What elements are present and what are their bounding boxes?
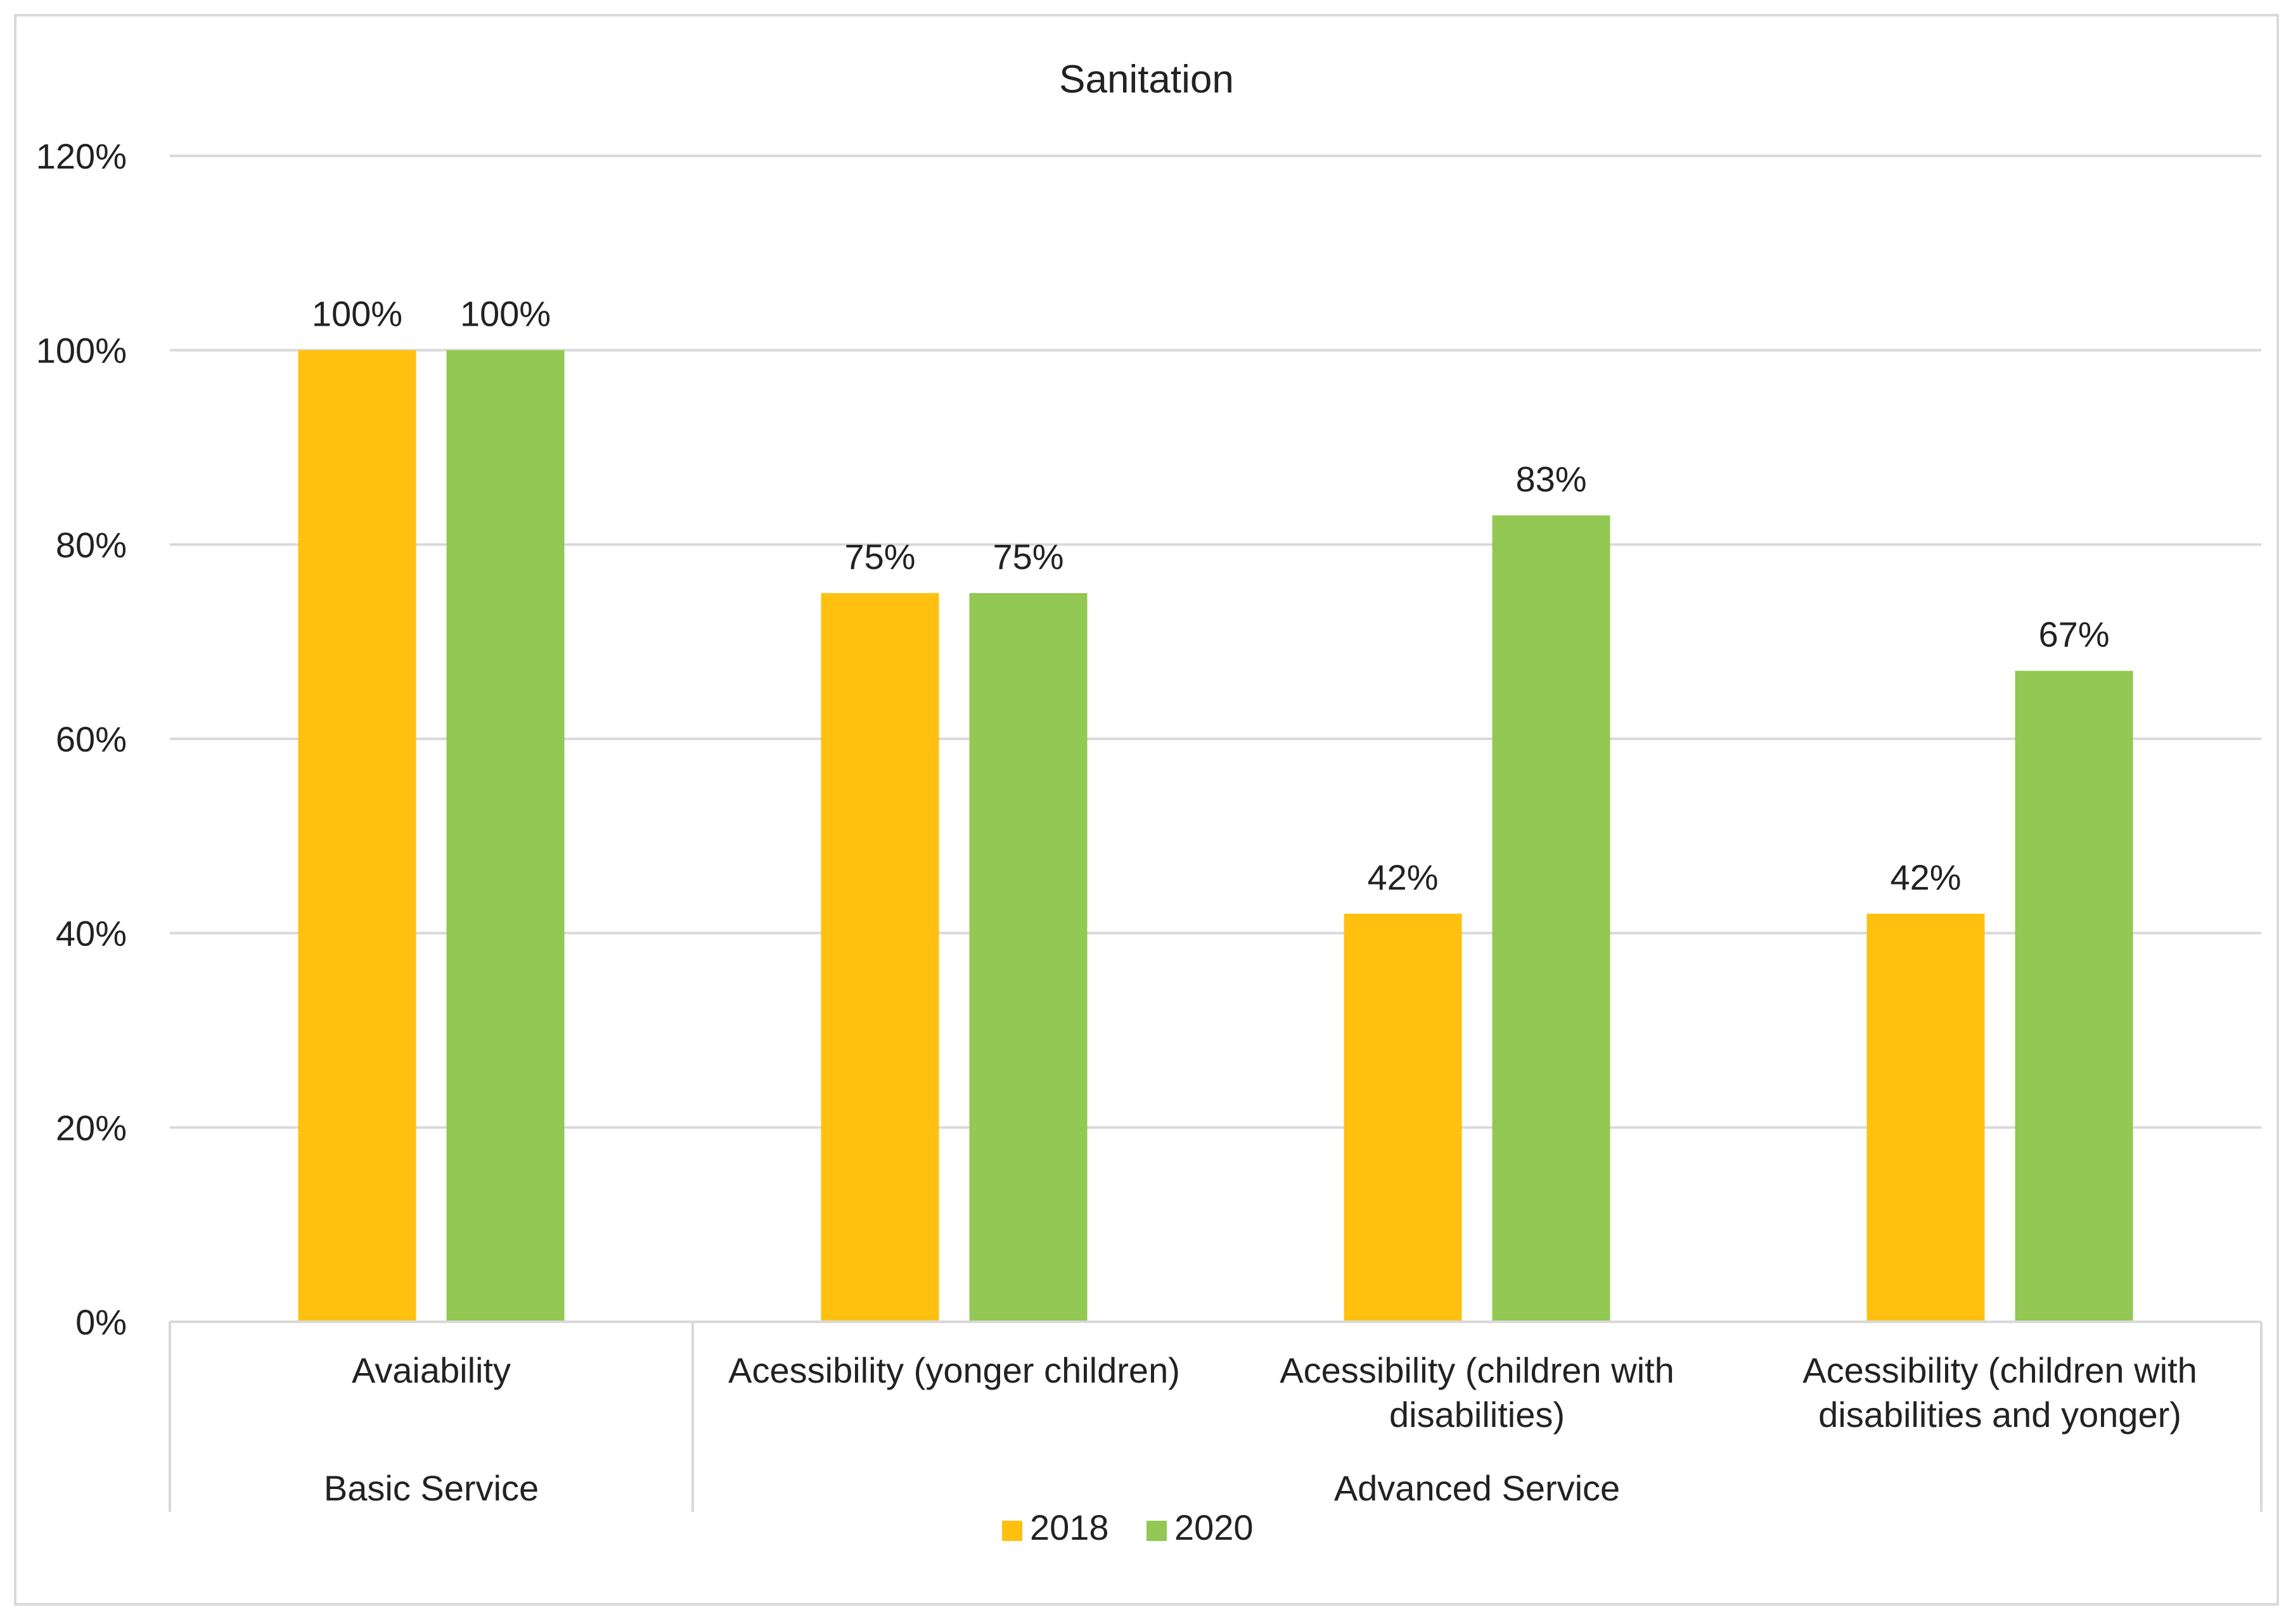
bar-2018-2	[1344, 914, 1462, 1322]
category-label: disabilities)	[1389, 1395, 1565, 1435]
y-tick-label: 40%	[56, 914, 127, 954]
data-label: 75%	[844, 537, 915, 577]
data-label: 75%	[992, 537, 1063, 577]
y-tick-label: 0%	[75, 1302, 127, 1342]
data-label: 100%	[312, 294, 402, 334]
data-label: 42%	[1367, 857, 1438, 897]
group-label: Advanced Service	[1334, 1468, 1620, 1508]
bars	[298, 350, 2133, 1322]
legend-label: 2020	[1174, 1507, 1254, 1547]
x-axis: Avaiability Acessibility (yonger children…	[169, 1320, 2263, 1512]
bar-2020-3	[2015, 670, 2133, 1322]
category-label: Acessibility (children with	[1280, 1350, 1674, 1390]
chart-title: Sanitation	[1059, 58, 1234, 101]
bar-2020-0	[446, 350, 565, 1322]
data-label: 100%	[460, 294, 551, 334]
legend-swatch	[1146, 1521, 1167, 1541]
bar-2018-0	[298, 350, 416, 1322]
y-tick-label: 120%	[36, 136, 127, 176]
bar-2020-1	[969, 593, 1088, 1322]
data-labels: 100% 100% 75% 75% 42% 83% 42% 67%	[312, 294, 2110, 897]
bar-2018-3	[1866, 914, 1985, 1322]
category-label: Acessibility (yonger children)	[728, 1350, 1180, 1390]
y-tick-label: 60%	[56, 719, 127, 759]
group-label: Basic Service	[324, 1468, 539, 1508]
data-label: 42%	[1890, 857, 1961, 897]
data-label: 67%	[2038, 615, 2109, 655]
category-label: disabilities and yonger)	[1818, 1395, 2181, 1435]
category-label: Avaiability	[352, 1350, 511, 1390]
y-tick-label: 100%	[36, 331, 127, 371]
bar-2020-2	[1492, 515, 1610, 1322]
bar-2018-1	[821, 593, 939, 1322]
legend-label: 2018	[1030, 1507, 1109, 1547]
data-label: 83%	[1515, 459, 1586, 499]
y-axis-ticks: 0% 20% 40% 60% 80% 100% 120%	[36, 136, 127, 1342]
y-tick-label: 80%	[56, 525, 127, 565]
category-label: Acessibility (children with	[1802, 1350, 2197, 1390]
legend: 2018 2020	[1002, 1507, 1254, 1547]
legend-swatch	[1002, 1521, 1022, 1541]
y-tick-label: 20%	[56, 1108, 127, 1148]
